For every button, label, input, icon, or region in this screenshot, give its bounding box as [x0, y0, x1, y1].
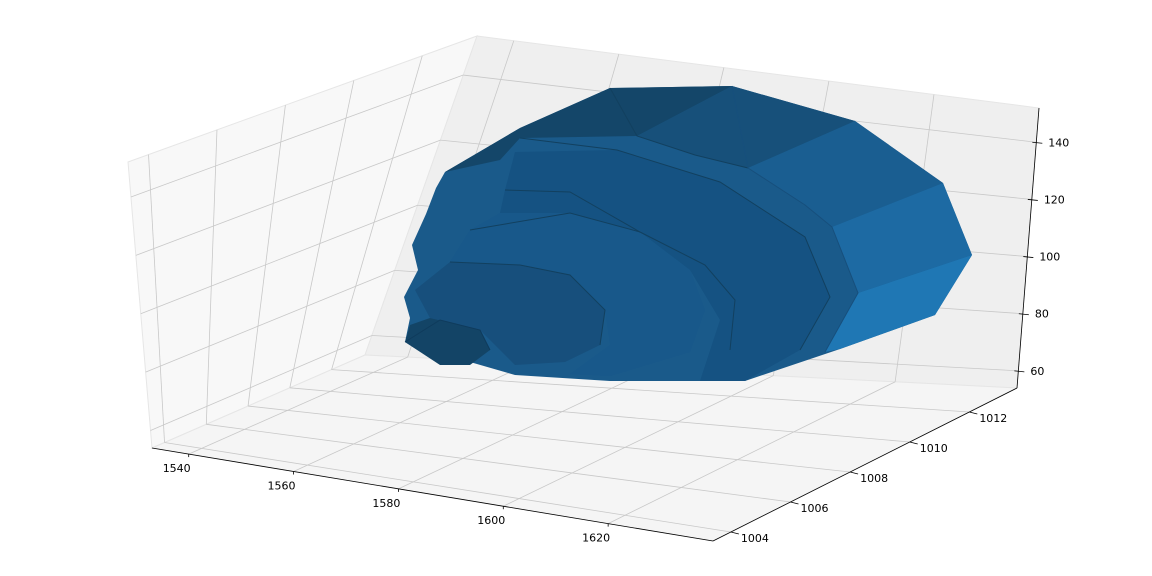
surface-edge-6 — [449, 261, 606, 346]
surface-edge-7 — [404, 319, 491, 351]
surface-band-4 — [832, 183, 972, 293]
surface-edge-4 — [504, 189, 736, 351]
x-grid-floor-0 — [188, 356, 408, 455]
surface-band-3 — [748, 121, 943, 227]
surface-edge-1 — [609, 87, 749, 169]
y-tick-mark-1 — [790, 501, 799, 505]
y-grid-wall-0 — [148, 154, 165, 443]
x-tick-label-0: 1540 — [163, 462, 191, 475]
y-tick-label-3: 1010 — [920, 442, 948, 455]
z-tick-mark-2 — [1023, 256, 1034, 258]
x-tick-label-2: 1580 — [372, 497, 400, 510]
z-grid-left-0 — [150, 335, 373, 431]
x-grid-floor-2 — [398, 369, 652, 490]
y-tick-mark-2 — [850, 471, 859, 475]
y-grid-wall-3 — [289, 80, 355, 388]
axis-ticks: 1540 1560 1580 1600 1620 1004 1006 1008 1010 1012… — [163, 136, 1070, 545]
y-grid-floor-0 — [164, 442, 731, 533]
z-tick-label-0: 60 — [1030, 365, 1044, 378]
x-grid-floor-4 — [607, 381, 896, 524]
y-tick-label-4: 1012 — [979, 412, 1007, 425]
y-tick-mark-4 — [969, 411, 978, 415]
y-grid-floor-3 — [289, 387, 910, 443]
surface-inner-2 — [450, 213, 705, 376]
surface-edge-5 — [469, 212, 641, 233]
y-grid-wall-2 — [247, 105, 286, 407]
x-tick-label-1: 1560 — [268, 479, 296, 492]
surface-band-5 — [825, 255, 972, 352]
z-grid-left-4 — [130, 74, 464, 198]
z-tick-label-3: 120 — [1044, 193, 1065, 206]
axis-lines — [151, 107, 1040, 542]
surface — [404, 85, 972, 381]
surface-inner-3 — [415, 262, 605, 365]
z-tick-mark-3 — [1027, 199, 1038, 201]
z-grid-left-1 — [145, 269, 395, 373]
z-tick-label-2: 100 — [1039, 251, 1060, 264]
x-axis-line — [151, 447, 714, 542]
y-tick-label-0: 1004 — [741, 532, 769, 545]
y-axis-line — [712, 387, 1018, 542]
y-tick-label-2: 1008 — [860, 472, 888, 485]
z-tick-mark-4 — [1032, 141, 1043, 144]
y-tick-label-1: 1006 — [800, 502, 828, 515]
z-axis-line — [1016, 107, 1040, 389]
surface-top-band — [445, 86, 732, 172]
surface-inner-1 — [500, 150, 830, 381]
y-tick-mark-3 — [909, 441, 918, 445]
z-grid-left-3 — [135, 139, 441, 256]
z-tick-mark-1 — [1018, 313, 1029, 316]
x-grid-floor-1 — [293, 362, 530, 472]
z-tick-label-4: 140 — [1048, 136, 1069, 149]
y-grid-floor-2 — [248, 405, 851, 473]
surface-inner-4 — [405, 318, 490, 365]
y-grid-wall-1 — [205, 129, 218, 425]
y-grid-wall-4 — [331, 55, 423, 370]
z-tick-label-1: 80 — [1035, 308, 1049, 321]
x-tick-label-3: 1600 — [477, 514, 505, 527]
x-tick-label-4: 1620 — [582, 532, 610, 545]
z-tick-mark-0 — [1014, 370, 1025, 373]
surface-edge-3 — [519, 137, 831, 351]
surface-band-2 — [637, 86, 855, 168]
x-grid-floor-3 — [503, 375, 774, 507]
z-grid-left-2 — [140, 204, 418, 315]
y-tick-mark-0 — [730, 531, 739, 535]
surface-edge-2 — [731, 85, 859, 353]
y-grid-floor-1 — [206, 423, 791, 503]
y-grid-floor-4 — [331, 369, 970, 413]
